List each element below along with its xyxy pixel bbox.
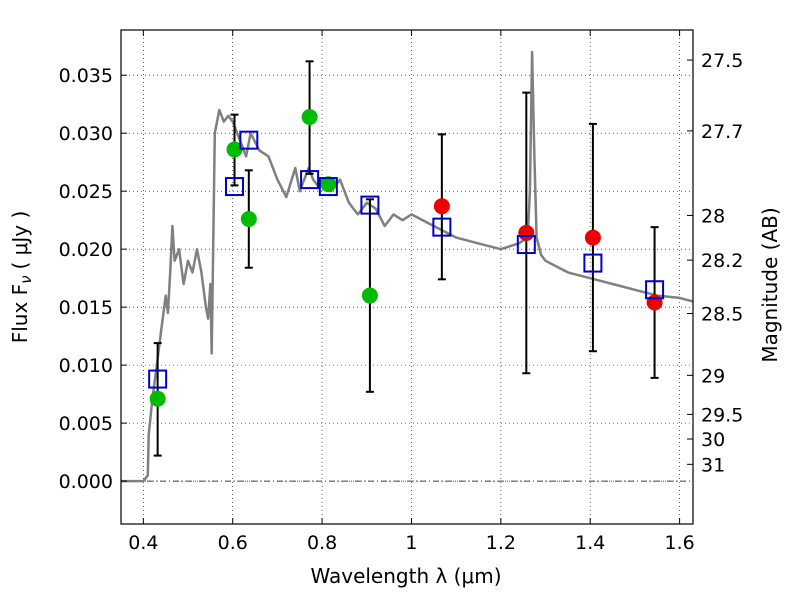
y-tick-label: 0.010 xyxy=(59,355,113,377)
model-box-marker xyxy=(583,253,603,273)
green-data-point xyxy=(149,390,166,407)
red-data-point xyxy=(433,198,450,215)
green-data-point xyxy=(240,211,257,228)
x-tick-label: 1 xyxy=(405,532,417,554)
y-tick-label: 0.000 xyxy=(59,471,113,493)
y-axis-label-unit: ( μJy ) xyxy=(8,211,32,270)
green-data-point xyxy=(226,141,243,158)
y-tick-label: 0.030 xyxy=(59,123,113,145)
y2-axis-label: Magnitude (AB) xyxy=(758,207,782,362)
y-tick-label: 0.005 xyxy=(59,413,113,435)
red-data-point xyxy=(584,229,601,246)
y-tick-label: 0.015 xyxy=(59,297,113,319)
y2-tick-label: 28.2 xyxy=(701,250,743,272)
model-box-marker xyxy=(432,217,452,237)
x-tick-label: 1.6 xyxy=(664,532,694,554)
model-box-marker xyxy=(239,130,259,150)
x-tick-label: 0.4 xyxy=(128,532,158,554)
x-tick-label: 0.8 xyxy=(307,532,337,554)
y2-tick-label: 28 xyxy=(701,205,725,227)
y2-tick-label: 27.7 xyxy=(701,121,743,143)
model-spectrum-line xyxy=(121,50,694,483)
y-axis-label-flux: Flux F xyxy=(8,284,32,343)
red-data-point xyxy=(518,224,535,241)
x-tick-label: 0.6 xyxy=(218,532,248,554)
green-data-point xyxy=(320,176,337,193)
y-tick-label: 0.035 xyxy=(59,65,113,87)
model-box-marker xyxy=(360,195,380,215)
x-tick-label: 1.4 xyxy=(575,532,605,554)
grid xyxy=(121,30,693,524)
plot-frame xyxy=(120,29,694,525)
y-tick-label: 0.020 xyxy=(59,239,113,261)
model-box-marker xyxy=(225,177,245,197)
model-box-marker xyxy=(318,177,338,197)
y2-tick-label: 29.5 xyxy=(701,404,743,426)
series-layer xyxy=(121,50,694,483)
model-box-marker xyxy=(645,280,665,300)
y-tick-label: 0.025 xyxy=(59,181,113,203)
model-box-marker xyxy=(148,369,168,389)
y2-tick-label: 28.5 xyxy=(701,303,743,325)
x-tick-label: 1.2 xyxy=(486,532,516,554)
y2-tick-label: 27.5 xyxy=(701,50,743,72)
green-data-point xyxy=(361,287,378,304)
model-box-marker xyxy=(300,170,320,190)
model-box-marker xyxy=(516,235,536,255)
axes: 0.4 0.6 0.8 1 1.2 1.4 1.6 0.000 0.005 0.010 0.015 0… xyxy=(59,30,743,554)
y-axis-label-subscript: ν xyxy=(17,275,35,283)
x-axis-label: Wavelength λ (μm) xyxy=(310,564,501,588)
red-data-point xyxy=(646,294,663,311)
y2-tick-label: 29 xyxy=(701,365,725,387)
y-axis-label: Flux Fν ( μJy ) xyxy=(8,211,35,344)
y2-tick-label: 31 xyxy=(701,454,725,476)
green-data-point xyxy=(301,108,318,125)
y2-tick-label: 30 xyxy=(701,429,725,451)
